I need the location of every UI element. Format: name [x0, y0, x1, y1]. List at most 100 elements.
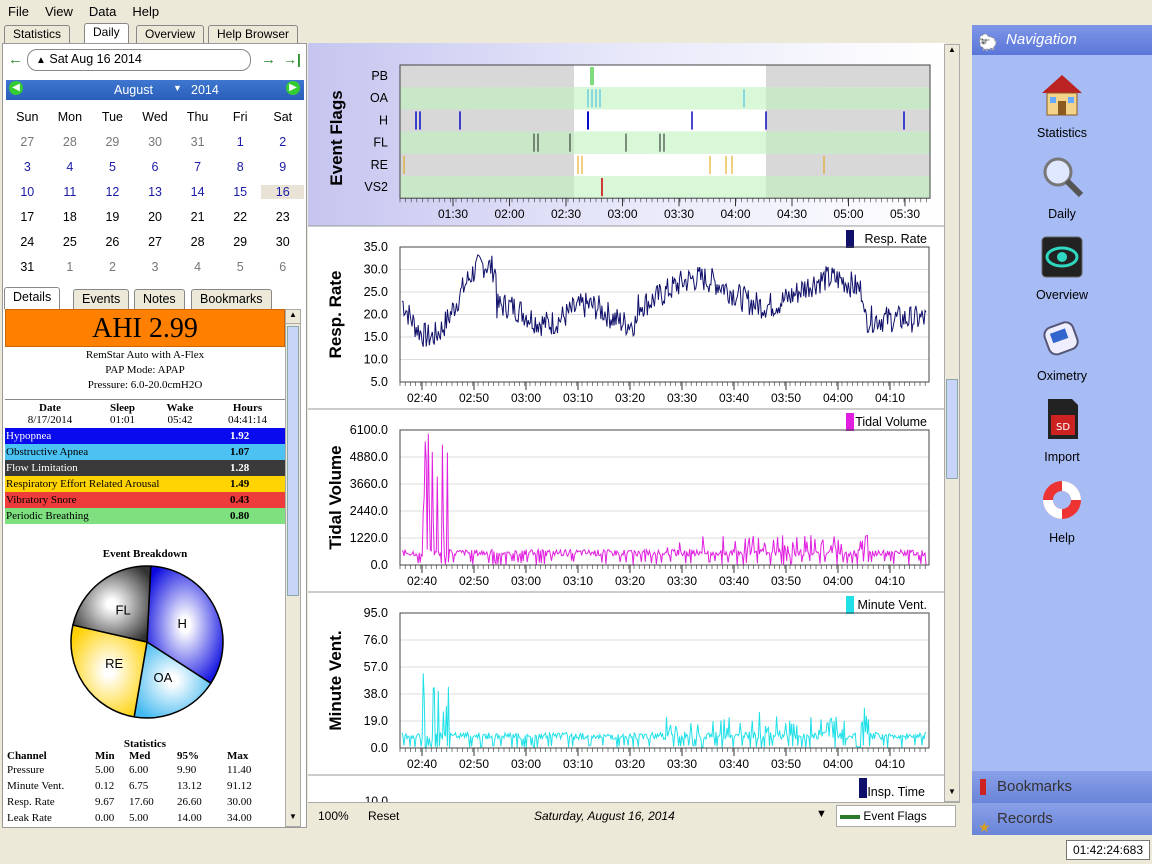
calendar-day[interactable]: 23: [275, 209, 290, 224]
calendar-day[interactable]: 4: [66, 159, 74, 174]
calendar-day[interactable]: 31: [190, 134, 205, 149]
bookmarks-section[interactable]: Bookmarks: [972, 771, 1152, 803]
calendar-day[interactable]: 27: [148, 234, 162, 249]
calendar-day[interactable]: 18: [62, 209, 77, 224]
calendar-day[interactable]: 1: [66, 259, 74, 274]
event-row[interactable]: Flow Limitation 1.28: [5, 460, 285, 476]
tab-overview[interactable]: Overview: [136, 25, 205, 43]
calendar-day[interactable]: 30: [148, 134, 162, 149]
records-section[interactable]: ★ Records: [972, 803, 1152, 835]
chart-scroll-down-icon[interactable]: ▼: [948, 787, 956, 796]
calendar-day[interactable]: 6: [279, 259, 287, 274]
graph-dropdown-icon[interactable]: ▼: [816, 808, 827, 820]
event-row[interactable]: Respiratory Effort Related Arousal 1.49: [5, 476, 285, 492]
calendar-day[interactable]: 21: [190, 209, 205, 224]
nav-import[interactable]: SD Import: [1012, 395, 1112, 464]
menu-view[interactable]: View: [44, 3, 73, 19]
menu-data[interactable]: Data: [88, 3, 117, 19]
tab-help-browser[interactable]: Help Browser: [208, 25, 299, 43]
respG-y-tick: 20.0: [364, 308, 388, 322]
calendar-day[interactable]: 26: [105, 234, 120, 249]
calendar-day[interactable]: 11: [63, 184, 77, 199]
next-month-icon[interactable]: ▶: [286, 81, 300, 95]
tab-details[interactable]: Details: [4, 287, 61, 309]
prev-day-arrow-icon[interactable]: ←: [8, 51, 23, 68]
nav-oximetry[interactable]: Oximetry: [1012, 314, 1112, 383]
calendar-day[interactable]: 17: [20, 209, 35, 224]
calendar-day[interactable]: 16: [261, 184, 305, 199]
next-day-arrow-icon[interactable]: →: [261, 51, 276, 68]
insp-y-tick: 10.0: [365, 794, 389, 803]
calendar-day[interactable]: 6: [151, 159, 159, 174]
tab-events[interactable]: Events: [73, 289, 130, 309]
calendar-day[interactable]: 5: [108, 159, 116, 174]
tab-bookmarks[interactable]: Bookmarks: [191, 289, 272, 309]
calendar-day[interactable]: 28: [190, 234, 205, 249]
last-day-icon[interactable]: →|: [283, 51, 301, 67]
reset-button[interactable]: Reset: [368, 809, 400, 823]
calendar-day[interactable]: 29: [105, 134, 120, 149]
chart-scrollbar[interactable]: ▲ ▼: [944, 44, 960, 802]
scroll-down-icon[interactable]: ▼: [289, 812, 297, 821]
calendar-day[interactable]: 29: [233, 234, 248, 249]
chart-scroll-thumb[interactable]: [946, 379, 958, 479]
tab-daily[interactable]: Daily: [84, 23, 129, 43]
calendar-month[interactable]: August: [114, 83, 153, 97]
stats-cell: 34.00: [227, 812, 252, 824]
calendar-day[interactable]: 25: [62, 234, 77, 249]
scroll-thumb[interactable]: [287, 326, 299, 596]
menu-help[interactable]: Help: [132, 3, 160, 19]
calendar-day[interactable]: 7: [194, 159, 202, 174]
menu-file[interactable]: File: [8, 3, 29, 19]
month-dropdown-icon[interactable]: ▼: [173, 83, 182, 93]
calendar-day[interactable]: 1: [236, 134, 244, 149]
tab-notes[interactable]: Notes: [134, 289, 185, 309]
calendar-day[interactable]: 10: [20, 184, 35, 199]
event-row[interactable]: Obstructive Apnea 1.07: [5, 444, 285, 460]
calendar-day[interactable]: 31: [20, 259, 35, 274]
date-picker[interactable]: ▲ Sat Aug 16 2014: [27, 49, 251, 71]
prev-month-icon[interactable]: ◀: [9, 81, 23, 95]
event-row[interactable]: Periodic Breathing 0.80: [5, 508, 285, 524]
calendar-day[interactable]: 3: [151, 259, 159, 274]
calendar-day[interactable]: 28: [62, 134, 77, 149]
calendar-day[interactable]: 8: [236, 159, 244, 174]
calendar-day[interactable]: 15: [233, 184, 248, 199]
calendar-day[interactable]: 14: [190, 184, 205, 199]
calendar-day[interactable]: 22: [233, 209, 248, 224]
calendar-day[interactable]: 30: [275, 234, 290, 249]
nav-help[interactable]: Help: [1012, 476, 1112, 545]
graph-select[interactable]: Event Flags: [836, 805, 956, 827]
calendar-day[interactable]: 20: [148, 209, 162, 224]
calendar-day[interactable]: 9: [279, 159, 287, 174]
calendar-day[interactable]: 4: [194, 259, 202, 274]
nav-daily[interactable]: Daily: [1012, 152, 1112, 221]
calendar-day[interactable]: 12: [105, 184, 120, 199]
nav-statistics[interactable]: Statistics: [1012, 71, 1112, 140]
calendar-day[interactable]: 2: [279, 134, 287, 149]
calendar-day[interactable]: 24: [20, 234, 35, 249]
pap-mode: PAP Mode: APAP: [105, 364, 185, 376]
calendar-day[interactable]: 27: [20, 134, 35, 149]
chart-scroll-up-icon[interactable]: ▲: [948, 45, 956, 54]
lifebuoy-icon: [1043, 481, 1081, 519]
calendar-day[interactable]: 2: [108, 259, 116, 274]
calendar-day[interactable]: 13: [148, 184, 162, 199]
header-sleep: Sleep: [109, 402, 136, 414]
calendar-day[interactable]: 5: [236, 259, 244, 274]
dow-label: Sun: [16, 109, 39, 124]
scroll-up-icon[interactable]: ▲: [286, 310, 300, 324]
nav-overview[interactable]: Overview: [1012, 233, 1112, 302]
tab-statistics[interactable]: Statistics: [4, 25, 71, 43]
calendar-year[interactable]: 2014: [191, 83, 219, 97]
details-scrollbar[interactable]: ▲ ▼: [285, 309, 301, 827]
stats-cell: 11.40: [227, 764, 252, 776]
mvG-x-tick: 04:00: [823, 757, 853, 771]
calendar-day[interactable]: 19: [105, 209, 120, 224]
stats-title: Statistics: [123, 738, 167, 750]
respG-y-tick: 5.0: [371, 375, 388, 389]
event-row[interactable]: Hypopnea 1.92: [5, 428, 285, 444]
breakdown-title: Event Breakdown: [102, 548, 188, 560]
calendar-day[interactable]: 3: [23, 159, 31, 174]
event-row[interactable]: Vibratory Snore 0.43: [5, 492, 285, 508]
